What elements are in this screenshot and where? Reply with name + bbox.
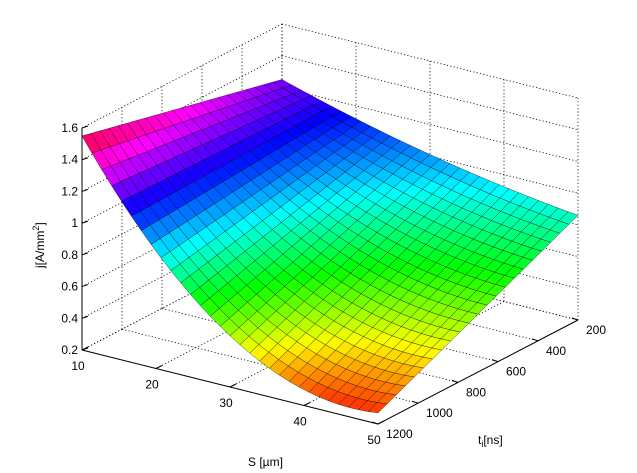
y-tick-label: 800 (466, 385, 486, 399)
z-axis-label: j[A/mm2] (31, 222, 47, 269)
y-tick-label: 200 (586, 323, 606, 337)
y-tick (491, 359, 499, 363)
x-tick (155, 365, 163, 369)
z-tick (81, 347, 89, 351)
y-tick-label: 1000 (426, 406, 453, 420)
z-tick (81, 220, 89, 224)
y-axis-label-unit: [ns] (483, 433, 502, 447)
z-tick (81, 315, 89, 319)
tick-labels: 10 20 30 40 50 200 400 600 800 1000 1200 0.2 0.4 0.6 0… (61, 121, 606, 447)
surface-patch (367, 402, 388, 414)
x-tick (303, 402, 311, 406)
z-tick (81, 125, 89, 129)
axes (81, 125, 579, 425)
z-tick-label: 0.6 (61, 280, 78, 294)
y-tick (451, 379, 459, 383)
y-tick-label: 1200 (386, 427, 413, 441)
z-tick-label: 0.2 (61, 343, 78, 357)
y-tick (531, 338, 539, 342)
z-tick-label: 1 (71, 216, 78, 230)
x-tick (229, 383, 237, 388)
x-tick (377, 420, 385, 425)
z-axis-label-sup: 2 (31, 226, 41, 231)
z-tick-label: 1.2 (61, 184, 78, 198)
x-axis-label: S [µm] (248, 455, 283, 469)
surface (81, 79, 579, 414)
y-tick (411, 400, 419, 404)
z-tick-label: 1.6 (61, 121, 78, 135)
z-axis-label-main: j[A/mm (33, 231, 47, 269)
z-tick (81, 252, 89, 256)
y-tick (371, 421, 379, 425)
y-axis-label-sub: i (481, 439, 483, 449)
z-tick (81, 188, 89, 192)
y-tick (571, 317, 579, 321)
z-tick (81, 157, 89, 161)
x-tick-label: 10 (71, 359, 85, 373)
y-tick-label: 600 (506, 365, 526, 379)
z-tick (81, 284, 89, 288)
x-tick-label: 30 (219, 396, 233, 410)
y-axis-label-main: t (478, 433, 482, 447)
z-tick-label: 0.8 (61, 248, 78, 262)
z-tick-label: 1.4 (61, 153, 78, 167)
y-tick-label: 400 (546, 344, 566, 358)
wall-grid-line (81, 23, 283, 129)
y-axis-line (377, 319, 579, 425)
x-tick-label: 50 (367, 433, 381, 447)
x-tick-label: 20 (145, 378, 159, 392)
y-axis-label: ti[ns] (478, 433, 503, 449)
z-tick-label: 0.4 (61, 311, 78, 325)
z-axis-label-end: ] (33, 222, 47, 225)
x-tick-label: 40 (293, 415, 307, 429)
